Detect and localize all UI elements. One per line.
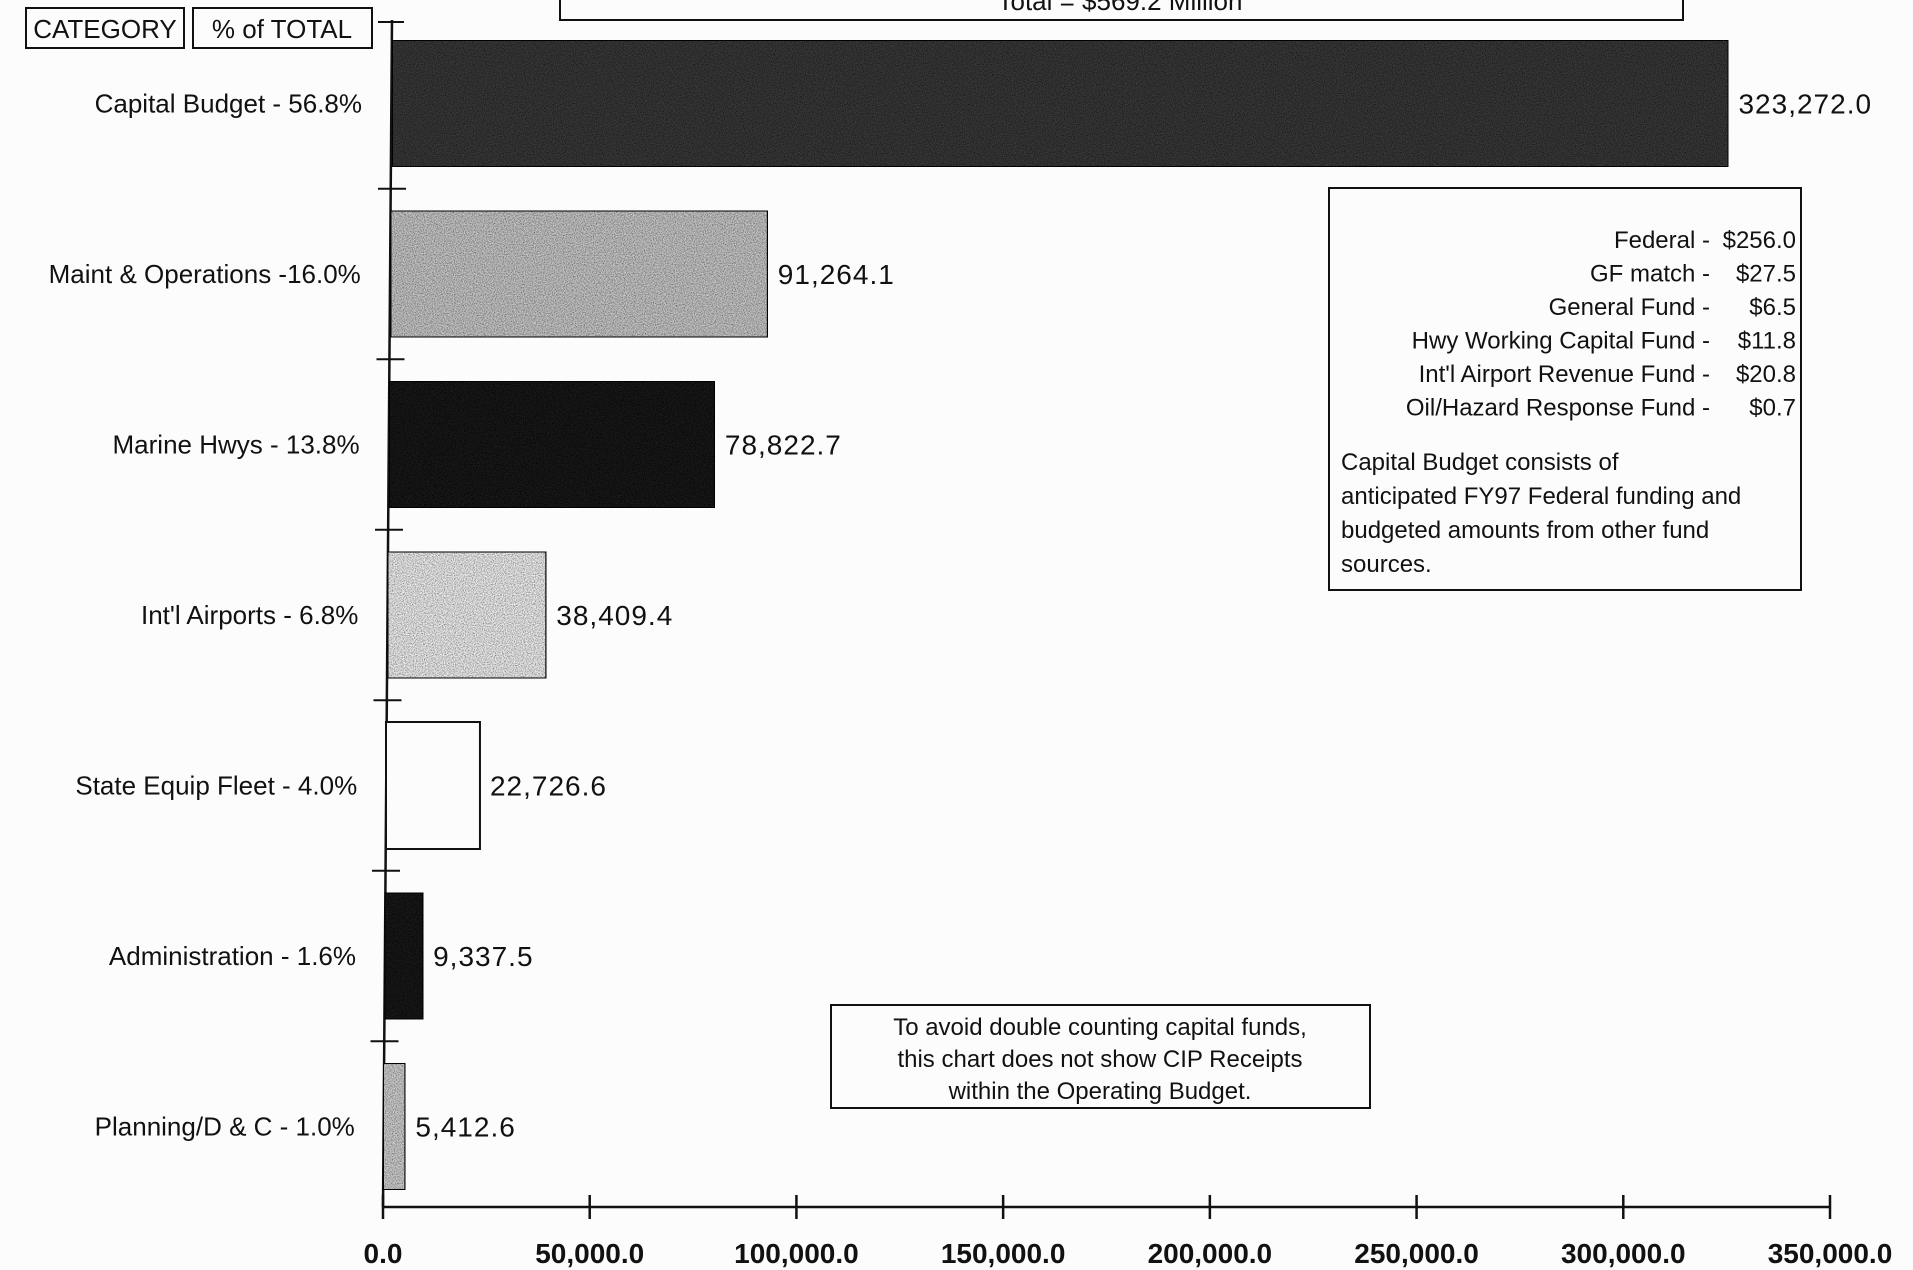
- bar-value-label: 78,822.7: [725, 430, 842, 461]
- bar-value-label: 38,409.4: [556, 600, 673, 631]
- bar: [386, 550, 548, 680]
- x-tick-label: 200,000.0: [1148, 1238, 1273, 1269]
- footnote-box: To avoid double counting capital funds, t…: [830, 1004, 1371, 1109]
- legend-source-label: General Fund -: [1549, 294, 1710, 321]
- bar-value-label: 91,264.1: [778, 259, 895, 290]
- bar-value-label: 9,337.5: [433, 941, 533, 972]
- y-axis-ticks: [370, 21, 406, 1043]
- bar: [391, 39, 1730, 168]
- x-tick-label: 50,000.0: [535, 1238, 644, 1269]
- legend-source-amount: $6.5: [1749, 294, 1796, 321]
- x-tick-label: 150,000.0: [941, 1238, 1066, 1269]
- footnote-line: within the Operating Budget.: [948, 1078, 1252, 1105]
- legend-source-label: GF match -: [1590, 261, 1710, 288]
- title-box: [559, 0, 1684, 21]
- x-axis-ticks: 0.0 50,000.0 100,000.0 150,000.0 200,000.0 25…: [364, 1195, 1893, 1269]
- bar-value-label: 22,726.6: [490, 771, 607, 802]
- legend-source-label: Federal -: [1614, 227, 1710, 254]
- category-label: Marine Hwys - 13.8%: [113, 430, 360, 460]
- bar: [388, 380, 716, 509]
- bar-value-label: 323,272.0: [1738, 89, 1872, 120]
- category-label: Administration - 1.6%: [109, 941, 356, 971]
- legend-source-label: Int'l Airport Revenue Fund -: [1419, 361, 1710, 388]
- capital-budget-breakdown: Federal - $256.0 GF match - $27.5 General Fu…: [1328, 187, 1802, 591]
- footnote-line: To avoid double counting capital funds,: [893, 1014, 1307, 1041]
- footnote-line: this chart does not show CIP Receipts: [897, 1046, 1302, 1073]
- percent-header: % of TOTAL: [192, 7, 373, 49]
- legend-source-amount: $27.5: [1736, 261, 1796, 288]
- legend-source-label: Oil/Hazard Response Fund -: [1406, 395, 1710, 422]
- bar: [382, 1062, 407, 1191]
- legend-source-amount: $0.7: [1749, 395, 1796, 422]
- x-tick-label: 300,000.0: [1561, 1238, 1686, 1269]
- x-tick-label: 0.0: [364, 1238, 403, 1269]
- x-tick-label: 250,000.0: [1354, 1238, 1479, 1269]
- legend-source-amount: $20.8: [1736, 361, 1796, 388]
- bar: [383, 891, 425, 1021]
- bar: [389, 209, 769, 339]
- bar: [385, 721, 481, 850]
- category-header: CATEGORY: [25, 7, 185, 49]
- bars-layer: Capital Budget - 56.8% 323,272.0 Maint & O…: [49, 39, 1872, 1191]
- legend-note-line: budgeted amounts from other fund: [1341, 517, 1709, 544]
- percent-header-label: % of TOTAL: [212, 14, 352, 44]
- legend-source-label: Hwy Working Capital Fund -: [1412, 328, 1710, 355]
- bar-value-label: 5,412.6: [415, 1112, 515, 1143]
- x-tick-label: 100,000.0: [734, 1238, 859, 1269]
- category-label: Planning/D & C - 1.0%: [95, 1112, 355, 1142]
- legend-note-line: sources.: [1341, 551, 1432, 578]
- category-label: Int'l Airports - 6.8%: [141, 600, 358, 630]
- legend-note-line: anticipated FY97 Federal funding and: [1341, 483, 1741, 510]
- legend-note-line: Capital Budget consists of: [1341, 449, 1619, 476]
- category-header-label: CATEGORY: [33, 14, 177, 44]
- legend-source-amount: $11.8: [1738, 328, 1796, 355]
- category-label: Maint & Operations -16.0%: [49, 259, 361, 289]
- x-tick-label: 350,000.0: [1768, 1238, 1893, 1269]
- chart-title: Total = $569.2 Million: [998, 0, 1243, 16]
- legend-source-amount: $256.0: [1723, 227, 1796, 254]
- category-label: Capital Budget - 56.8%: [95, 89, 362, 119]
- category-label: State Equip Fleet - 4.0%: [75, 771, 357, 801]
